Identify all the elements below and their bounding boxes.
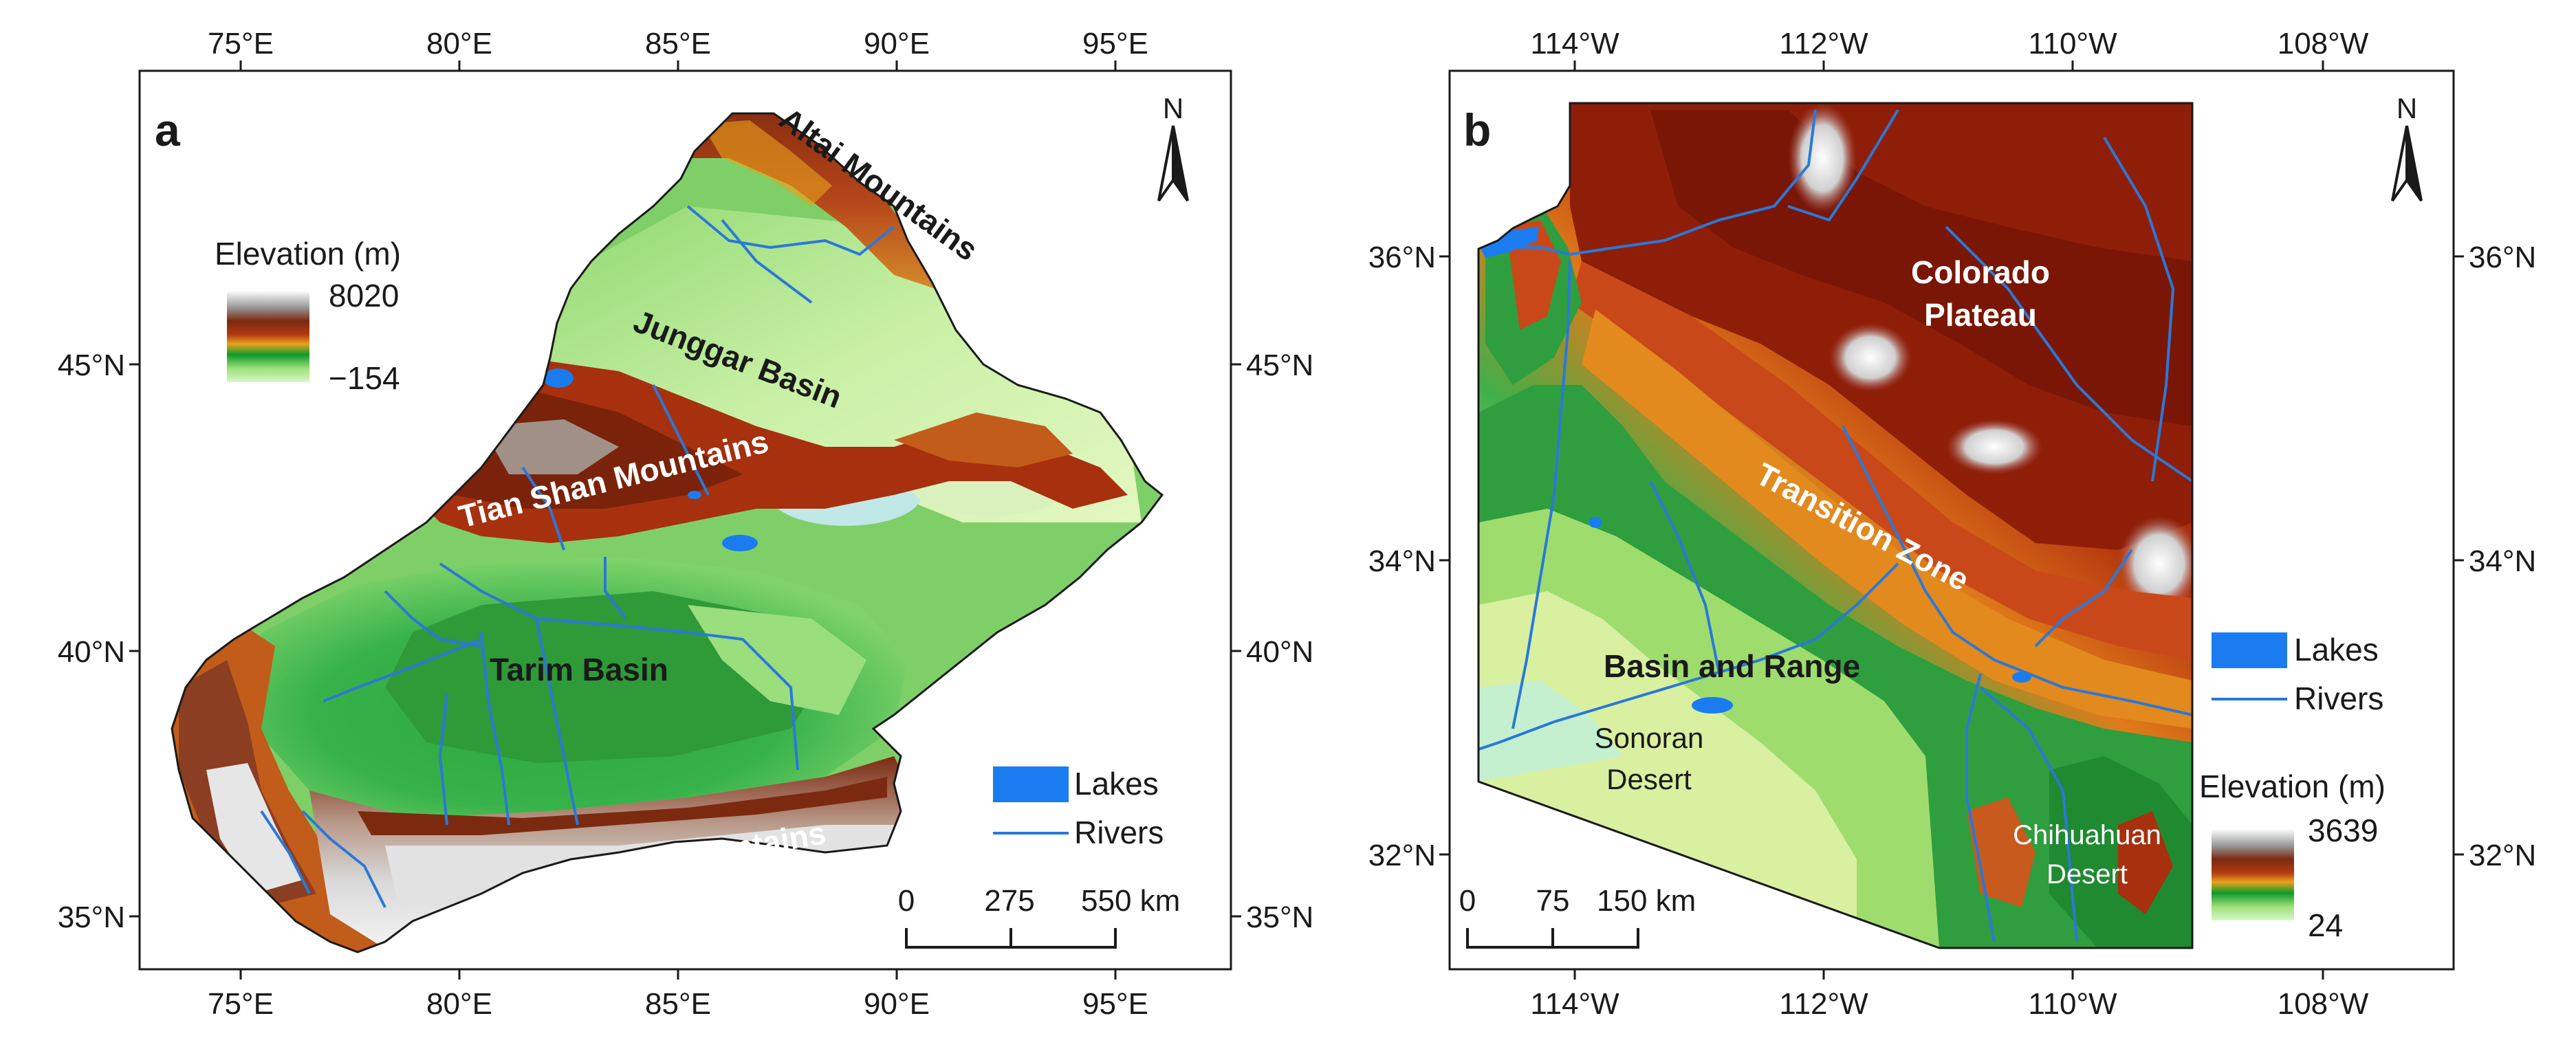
a-top-tick-5: 95°E xyxy=(1082,27,1148,60)
panel-b-letter: b xyxy=(1463,104,1491,155)
a-rivers-label: Rivers xyxy=(1074,815,1164,850)
b-bottom-tick-2: 112°W xyxy=(1779,987,1868,1021)
a-bottom-tick-1: 75°E xyxy=(208,987,274,1021)
b-top-tick-4: 108°W xyxy=(2278,27,2369,60)
panel-b-scale-bar: 0 75 150 km xyxy=(1459,884,1696,949)
a-bottom-tick-2: 80°E xyxy=(426,987,492,1021)
b-bottom-tick-3: 110°W xyxy=(2028,987,2117,1021)
a-left-tick-2: 40°N xyxy=(58,635,125,669)
b-right-tick-1: 36°N xyxy=(2469,241,2536,274)
panel-a-north-arrow: N xyxy=(1157,92,1189,202)
label-chihuahuan: Chihuahuan xyxy=(2013,820,2161,850)
a-scale-275: 275 xyxy=(984,884,1034,918)
a-right-tick-2: 40°N xyxy=(1246,635,1313,669)
label-tarim-basin: Tarim Basin xyxy=(490,652,668,687)
b-elevation-max: 3639 xyxy=(2308,813,2378,848)
b-right-tick-3: 32°N xyxy=(2469,839,2536,872)
panel-b-north-arrow: N xyxy=(2391,92,2423,202)
label-basin-and-range: Basin and Range xyxy=(1604,648,1860,684)
b-left-tick-3: 32°N xyxy=(1368,839,1436,872)
a-elevation-ramp xyxy=(227,291,309,382)
b-lakes-label: Lakes xyxy=(2294,632,2379,667)
panel-a-legend: Lakes Rivers xyxy=(993,766,1164,850)
a-lakes-label: Lakes xyxy=(1074,766,1159,802)
a-scale-550: 550 km xyxy=(1081,884,1180,918)
panel-a-top-ticks xyxy=(129,60,1241,980)
a-elevation-max: 8020 xyxy=(329,278,399,313)
panel-a: 75°E 80°E 85°E 90°E 95°E 75°E 80°E 85°E … xyxy=(58,27,1314,1021)
b-top-tick-3: 110°W xyxy=(2028,27,2117,60)
b-lakes-swatch xyxy=(2212,632,2287,668)
b-right-tick-2: 34°N xyxy=(2469,544,2536,578)
b-scale-75: 75 xyxy=(1536,884,1570,918)
a-right-tick-3: 35°N xyxy=(1246,901,1313,934)
b-north-label: N xyxy=(2397,92,2417,124)
a-top-tick-4: 90°E xyxy=(864,27,930,60)
b-bottom-tick-4: 108°W xyxy=(2278,987,2369,1021)
a-left-tick-3: 35°N xyxy=(58,901,125,934)
a-top-tick-2: 80°E xyxy=(426,27,492,60)
label-colorado: Colorado xyxy=(1911,254,2050,290)
b-scale-0: 0 xyxy=(1459,884,1476,918)
panel-a-scale-bar: 0 275 550 km xyxy=(898,884,1180,949)
b-bottom-tick-1: 114°W xyxy=(1530,987,1619,1021)
b-top-tick-1: 114°W xyxy=(1530,27,1619,60)
panel-b-elevation-legend: Elevation (m) 3639 24 xyxy=(2199,769,2386,943)
b-left-tick-1: 36°N xyxy=(1368,241,1436,274)
b-elevation-ramp xyxy=(2212,829,2294,920)
xinjiang-boundary xyxy=(171,112,1164,953)
arizona-boundary xyxy=(1477,102,2194,949)
a-scale-0: 0 xyxy=(898,884,915,918)
a-elevation-title: Elevation (m) xyxy=(215,236,401,272)
a-bottom-tick-5: 95°E xyxy=(1082,987,1148,1021)
panel-b-ticks xyxy=(1439,60,2464,980)
panel-b-legend: Lakes Rivers xyxy=(2212,632,2383,716)
label-sonoran-desert: Desert xyxy=(1606,763,1692,795)
a-top-tick-1: 75°E xyxy=(208,27,274,60)
a-right-tick-1: 45°N xyxy=(1246,349,1313,382)
a-top-tick-3: 85°E xyxy=(645,27,711,60)
panel-a-elevation-legend: Elevation (m) 8020 −154 xyxy=(215,236,401,396)
panel-a-letter: a xyxy=(155,104,181,155)
a-bottom-tick-4: 90°E xyxy=(864,987,930,1021)
panel-b: 114°W 112°W 110°W 108°W 114°W 112°W 110°… xyxy=(1368,27,2537,1021)
label-chihuahuan-desert: Desert xyxy=(2046,859,2128,890)
a-bottom-tick-3: 85°E xyxy=(645,987,711,1021)
label-sonoran: Sonoran xyxy=(1595,722,1704,754)
a-elevation-min: −154 xyxy=(329,360,400,396)
b-top-tick-2: 112°W xyxy=(1779,27,1868,60)
b-left-tick-2: 34°N xyxy=(1368,544,1436,578)
b-elevation-title: Elevation (m) xyxy=(2199,769,2386,804)
a-north-label: N xyxy=(1163,92,1183,124)
b-rivers-label: Rivers xyxy=(2294,681,2383,716)
label-plateau: Plateau xyxy=(1924,297,2037,333)
b-scale-150: 150 km xyxy=(1597,884,1696,918)
b-elevation-min: 24 xyxy=(2308,907,2343,943)
a-lakes-swatch xyxy=(993,766,1069,802)
arizona-relief xyxy=(1478,103,2192,948)
a-left-tick-1: 45°N xyxy=(58,349,125,382)
